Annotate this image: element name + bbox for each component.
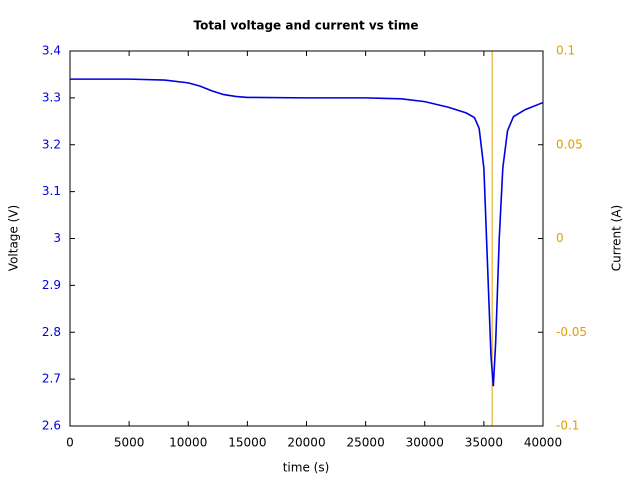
x-tick-label: 10000 (169, 436, 207, 450)
y-axis-label: Voltage (V) (7, 205, 21, 271)
y-tick-label: 2.6 (42, 419, 61, 433)
x-tick-label: 20000 (287, 436, 325, 450)
y-tick-label: 3.2 (42, 137, 61, 151)
y2-tick-label: 0 (556, 231, 564, 245)
x-tick-label: 35000 (465, 436, 503, 450)
y-tick-label: 2.7 (42, 372, 61, 386)
y2-axis-label: Current (A) (610, 205, 624, 271)
line-series (70, 78, 544, 387)
x-tick-label: 25000 (347, 436, 385, 450)
x-tick-label: 40000 (524, 436, 562, 450)
x-axis-label: time (s) (283, 461, 330, 475)
x-tick-label: 30000 (406, 436, 444, 450)
chart-title: Total voltage and current vs time (193, 19, 418, 33)
y-tick-label: 3.3 (42, 90, 61, 104)
x-tick-label: 15000 (228, 436, 266, 450)
x-tick-label: 0 (66, 436, 74, 450)
y-tick-label: 3.4 (42, 44, 61, 58)
y-tick-label: 2.8 (42, 325, 61, 339)
x-tick-label: 5000 (114, 436, 145, 450)
y-tick-label: 2.9 (42, 278, 61, 292)
plot-frame (69, 50, 544, 427)
y-tick-label: 3.1 (42, 184, 61, 198)
y2-tick-label: -0.05 (556, 325, 587, 339)
y2-tick-label: 0.1 (556, 44, 575, 58)
y-tick-label: 3 (53, 231, 61, 245)
y2-tick-label: -0.1 (556, 419, 579, 433)
y2-tick-label: 0.05 (556, 137, 583, 151)
